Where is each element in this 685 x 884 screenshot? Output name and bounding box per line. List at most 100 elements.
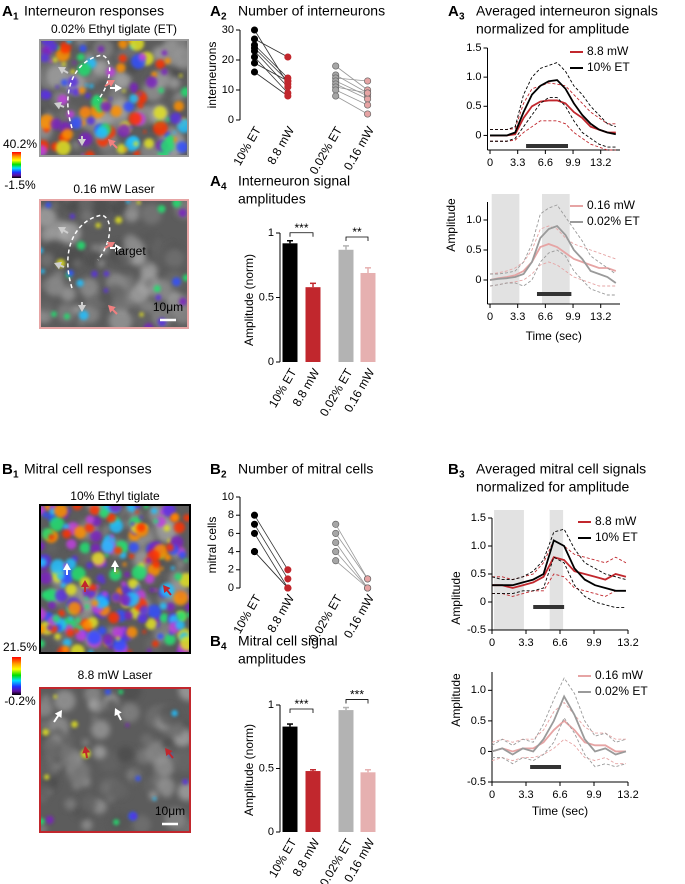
- response-spot: [42, 728, 50, 736]
- response-spot: [73, 526, 87, 539]
- tissue: [82, 738, 90, 746]
- bar: [360, 772, 376, 832]
- response-spot: [163, 524, 171, 532]
- arrow-head: [115, 244, 122, 252]
- response-spot: [95, 222, 101, 229]
- y-axis-label: Amplitude: [444, 198, 458, 252]
- dot: [250, 68, 259, 76]
- dot: [364, 95, 372, 103]
- dot: [284, 92, 292, 100]
- y-axis-label: Amplitude (norm): [242, 724, 256, 816]
- pair-line: [335, 95, 368, 115]
- y-axis-label: Amplitude: [449, 673, 463, 727]
- dot: [364, 575, 372, 583]
- tissue: [40, 700, 54, 718]
- tissue: [79, 200, 95, 212]
- response-spot: [63, 313, 71, 320]
- response-spot: [105, 67, 116, 77]
- pair-line: [254, 56, 289, 94]
- response-spot: [158, 87, 164, 94]
- mean-line: [491, 694, 627, 756]
- dot: [332, 62, 340, 70]
- response-spot: [97, 626, 107, 636]
- response-spot: [130, 521, 135, 526]
- response-spot: [55, 85, 60, 89]
- y-tick-label: -0.5: [467, 624, 486, 636]
- pair-line: [335, 86, 368, 94]
- response-spot: [61, 128, 74, 140]
- dot: [364, 101, 372, 109]
- dot: [284, 53, 292, 61]
- tissue: [89, 806, 111, 829]
- arrow-head: [106, 80, 115, 88]
- tissue: [53, 755, 61, 763]
- mean-line: [490, 79, 616, 137]
- response-spot: [117, 124, 131, 138]
- tissue: [113, 295, 129, 311]
- response-spot: [180, 635, 190, 651]
- dot: [332, 529, 340, 537]
- response-spot: [133, 141, 139, 147]
- dot: [250, 548, 259, 556]
- response-spot: [170, 512, 180, 522]
- pair-line: [335, 89, 368, 106]
- response-spot: [44, 774, 50, 780]
- response-spot: [170, 566, 175, 571]
- tissue: [143, 246, 154, 256]
- x-tick-label: 6.6: [552, 637, 567, 649]
- y-tick-label: 0: [268, 356, 274, 368]
- response-spot: [104, 553, 109, 558]
- tissue: [100, 529, 109, 538]
- response-spot: [48, 42, 58, 52]
- legend-label: 0.02% ET: [587, 214, 640, 228]
- tissue: [64, 200, 79, 213]
- pair-line: [335, 77, 368, 82]
- x-tick-label: 0: [487, 311, 493, 323]
- response-spot: [160, 566, 164, 571]
- response-spot: [89, 83, 94, 89]
- tissue: [109, 200, 125, 214]
- bar: [282, 726, 298, 832]
- pair-line: [335, 80, 368, 97]
- image-border: [39, 504, 191, 654]
- response-spot: [66, 628, 75, 637]
- response-spot: [153, 106, 167, 120]
- response-spot: [53, 694, 58, 699]
- response-spot: [166, 117, 171, 122]
- x-axis-label: Time (sec): [532, 804, 588, 818]
- bar: [338, 710, 354, 832]
- tissue: [132, 815, 151, 832]
- scale-label: 10μm: [155, 804, 185, 818]
- x-tick-label: 0: [489, 637, 495, 649]
- response-spot: [183, 514, 190, 522]
- response-spot: [179, 73, 183, 78]
- arrow-head: [108, 139, 116, 147]
- response-spot: [109, 519, 123, 533]
- pair-line: [335, 533, 368, 580]
- y-tick-label: 0.5: [466, 100, 481, 112]
- pair-line: [254, 44, 289, 79]
- tissue: [40, 252, 55, 267]
- response-spot: [40, 818, 45, 825]
- tissue: [41, 694, 51, 704]
- response-spot: [115, 636, 121, 641]
- response-spot: [174, 572, 182, 581]
- bound-line: [489, 261, 616, 287]
- shaded-interval: [542, 194, 570, 304]
- panel-index: 3: [459, 12, 465, 23]
- response-spot: [111, 592, 122, 603]
- response-spot: [136, 200, 141, 205]
- response-spot: [109, 568, 122, 581]
- response-spot: [172, 130, 176, 134]
- pair-line: [335, 542, 368, 589]
- tissue: [176, 560, 185, 569]
- response-spot: [87, 630, 102, 645]
- x-tick-label: 9.9: [565, 157, 580, 169]
- tissue: [123, 233, 137, 248]
- x-axis-label: Time (sec): [526, 329, 582, 343]
- response-spot: [144, 573, 155, 584]
- response-spot: [66, 539, 77, 550]
- response-spot: [171, 710, 178, 717]
- tissue: [98, 292, 110, 304]
- tissue: [141, 232, 158, 249]
